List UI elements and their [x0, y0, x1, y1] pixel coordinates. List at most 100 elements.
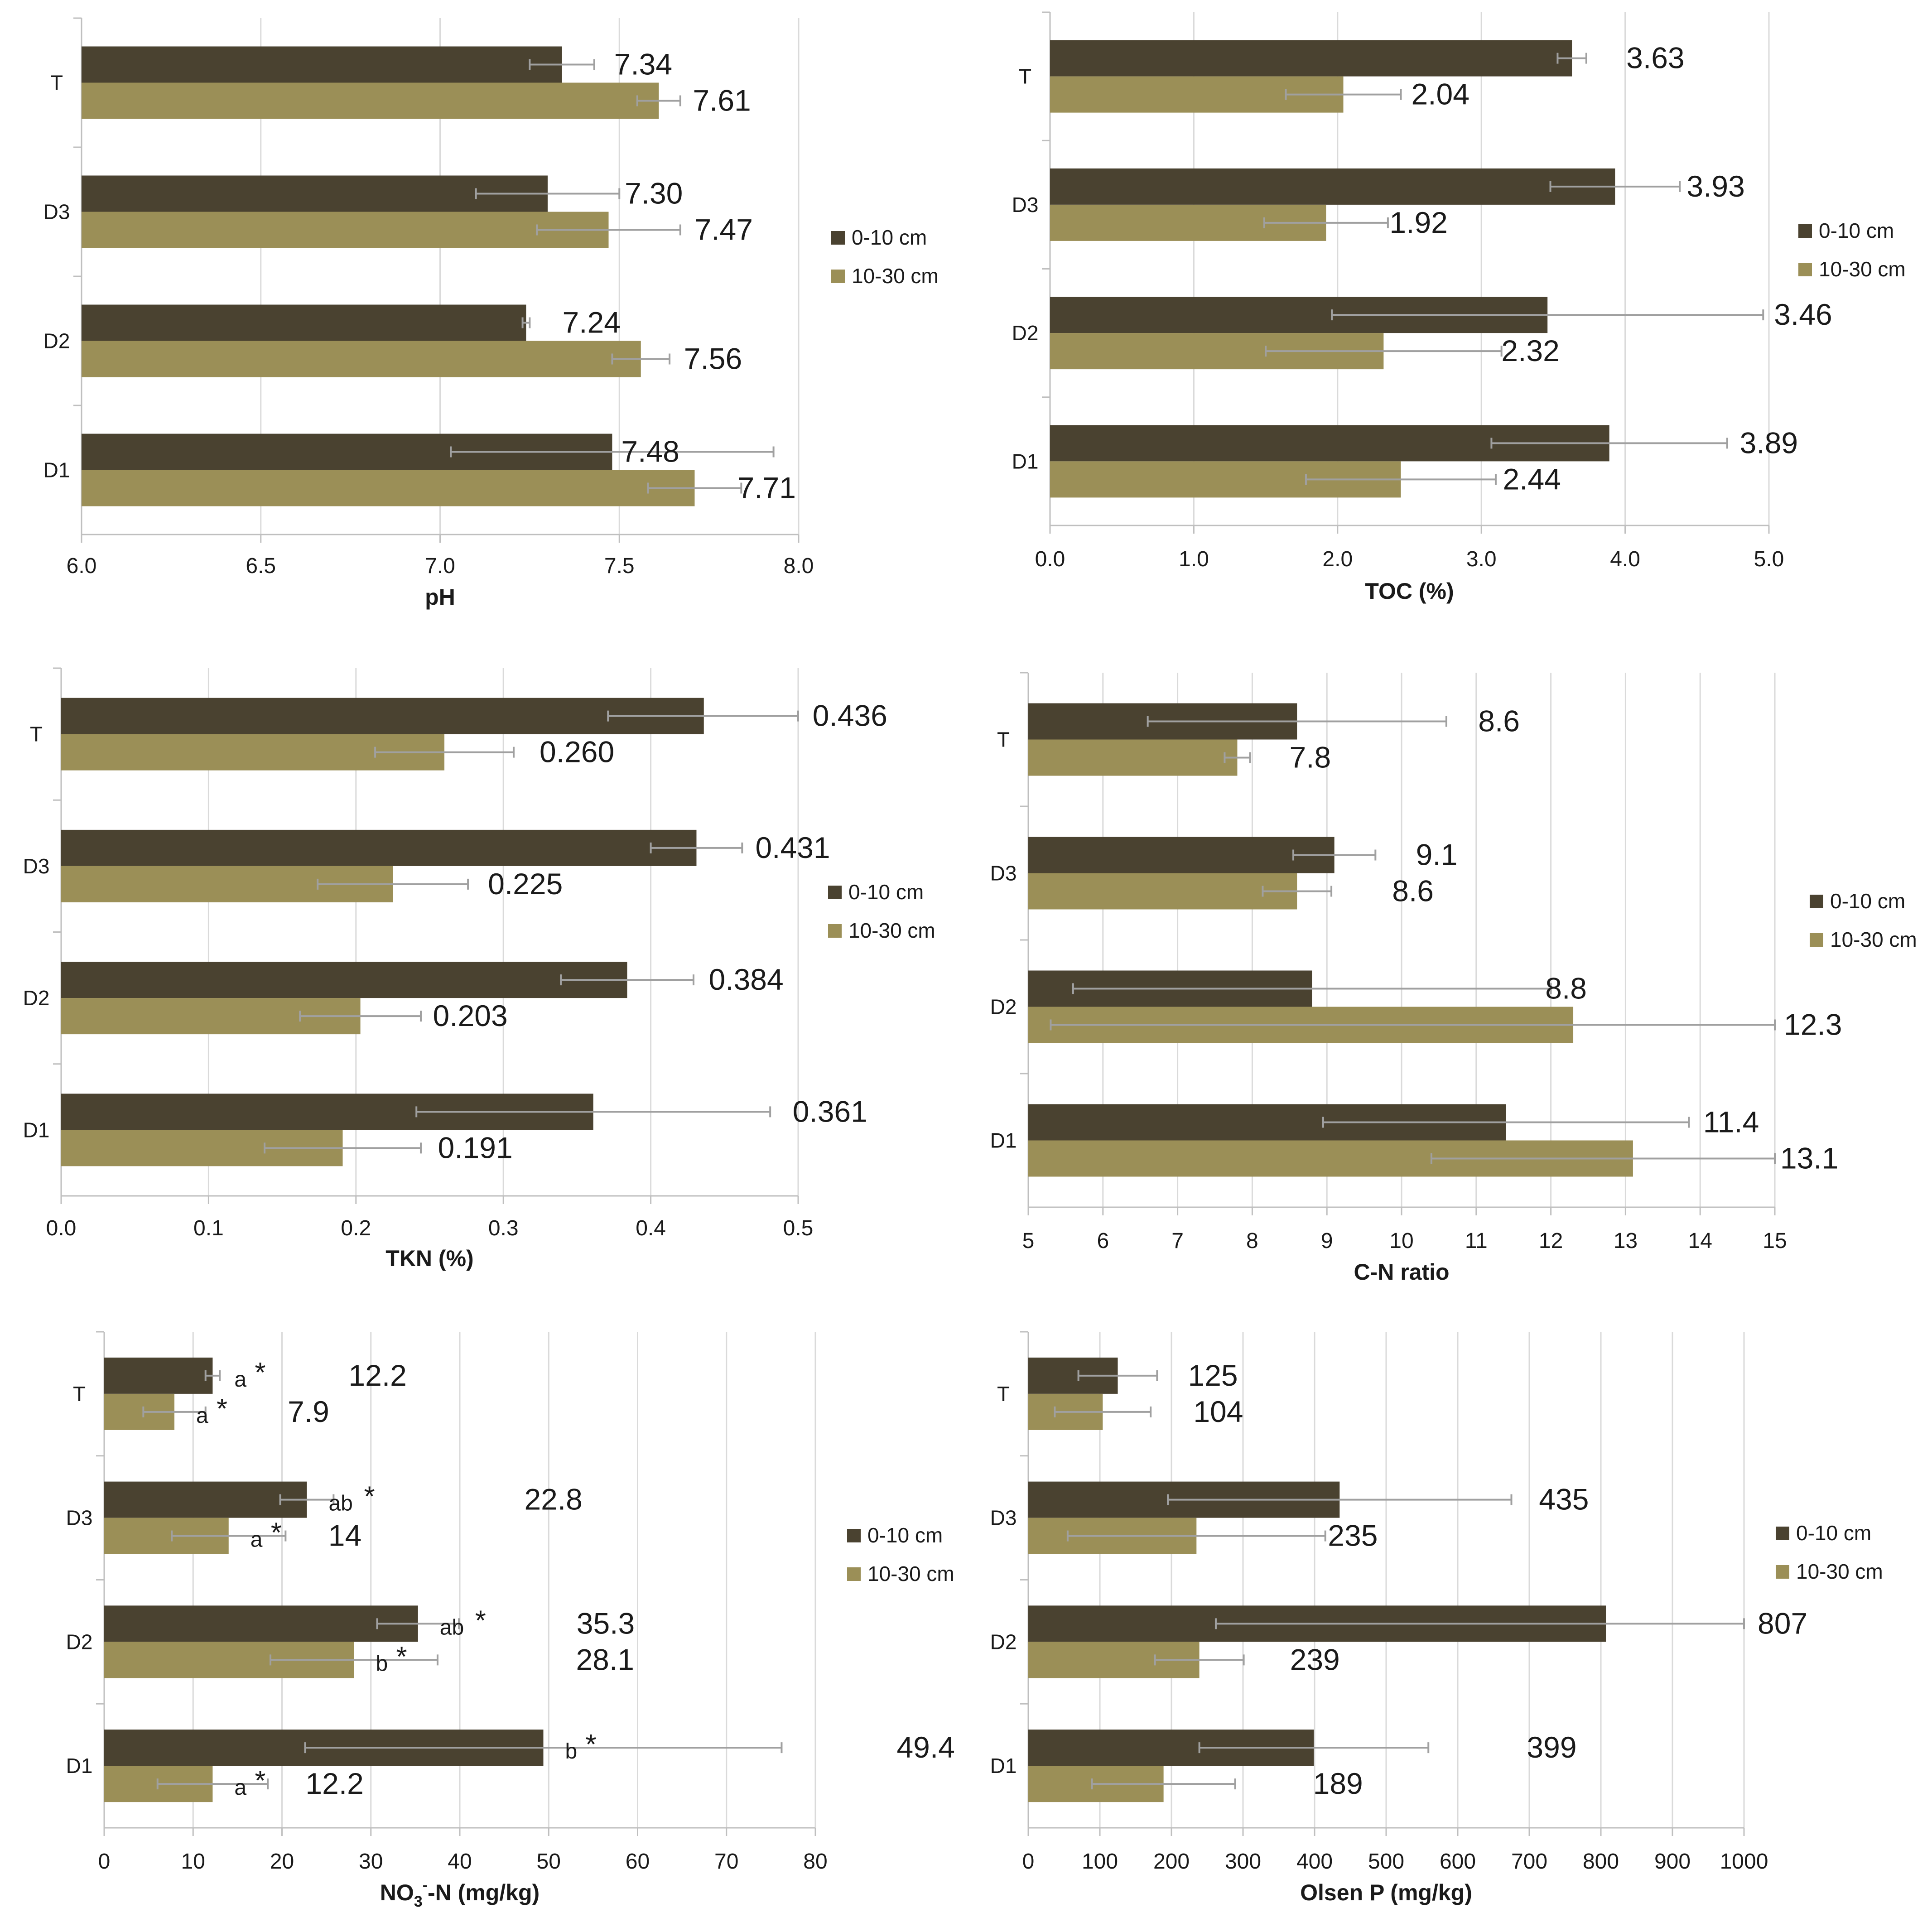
data-label: 0.191 [438, 1131, 513, 1164]
data-label: 3.93 [1686, 169, 1744, 203]
y-tick-label: T [1019, 65, 1031, 88]
data-label: 807 [1758, 1606, 1807, 1640]
x-tick-label: 14 [1688, 1229, 1712, 1253]
significance-letter: a [234, 1368, 246, 1392]
significance-star: * [396, 1641, 407, 1672]
data-label: 28.1 [576, 1643, 634, 1676]
x-tick-label: 7.5 [604, 554, 635, 578]
significance-star: * [364, 1481, 375, 1513]
data-label: 14 [328, 1519, 361, 1552]
x-tick-label: 3.0 [1466, 547, 1497, 571]
significance-letter: ab [440, 1615, 464, 1639]
x-tick-label: 0.0 [46, 1216, 77, 1240]
x-tick-label: 11 [1465, 1229, 1488, 1253]
bar [82, 304, 526, 341]
significance-star: * [585, 1729, 596, 1760]
bar [1028, 739, 1238, 776]
x-tick-label: 8.0 [784, 554, 814, 578]
x-tick-label: 400 [1296, 1850, 1333, 1874]
y-tick-label: D3 [990, 862, 1017, 885]
data-label: 12.2 [348, 1359, 406, 1392]
y-tick-label: T [50, 71, 63, 95]
x-tick-label: 1.0 [1179, 547, 1209, 571]
legend-swatch-10-30 [847, 1567, 861, 1581]
data-label: 35.3 [577, 1606, 635, 1640]
x-tick-label: 100 [1082, 1850, 1118, 1874]
bar [82, 175, 548, 212]
significance-star: * [475, 1605, 486, 1636]
x-tick-label: 9 [1321, 1229, 1333, 1253]
x-tick-label: 70 [714, 1850, 738, 1874]
legend-label-0-10: 0-10 cm [867, 1523, 943, 1547]
x-tick-label: 0 [98, 1850, 111, 1874]
x-axis-title: NO3--N (mg/kg) [380, 1877, 540, 1908]
significance-letter: b [376, 1652, 388, 1676]
data-label: 0.431 [755, 831, 830, 864]
x-tick-label: 60 [626, 1850, 650, 1874]
y-tick-label: D1 [43, 458, 70, 482]
data-label: 7.9 [288, 1395, 329, 1428]
x-tick-label: 0.4 [636, 1216, 666, 1240]
data-label: 8.8 [1545, 972, 1587, 1005]
x-tick-label: 800 [1583, 1850, 1619, 1874]
bar [82, 82, 659, 119]
legend-swatch-10-30 [1776, 1565, 1789, 1579]
legend-label-0-10: 0-10 cm [852, 226, 927, 249]
legend-label-10-30: 10-30 cm [867, 1562, 954, 1585]
x-tick-label: 30 [359, 1850, 383, 1874]
data-label: 0.225 [488, 867, 563, 901]
chart-panel-6: 0 100 200 300 400 500 600 700 800 900 1000 Olsen P … [990, 1331, 1883, 1905]
legend-label-10-30: 10-30 cm [848, 919, 935, 942]
x-tick-label: 50 [537, 1850, 561, 1874]
x-tick-label: 13 [1614, 1229, 1638, 1253]
y-tick-label: D1 [1012, 449, 1039, 473]
data-label: 235 [1328, 1519, 1378, 1552]
y-tick-label: T [30, 723, 43, 746]
x-tick-label: 500 [1368, 1850, 1404, 1874]
data-label: 22.8 [524, 1483, 582, 1516]
data-label: 7.48 [621, 435, 679, 468]
x-tick-label: 0.3 [488, 1216, 519, 1240]
data-label: 8.6 [1392, 874, 1434, 908]
y-tick-label: D2 [1012, 321, 1039, 345]
y-tick-label: T [997, 728, 1010, 752]
y-tick-label: D1 [990, 1754, 1017, 1778]
chart-panel-4: 5 6 7 8 9 10 11 12 13 14 15C-N ratioT8.67.8D39.18.… [990, 672, 1917, 1285]
x-tick-label: 15 [1763, 1229, 1787, 1253]
data-label: 7.30 [625, 177, 683, 210]
data-label: 435 [1539, 1483, 1589, 1516]
bar [61, 698, 704, 734]
chart-panel-1: 6.0 6.5 7.0 7.5 8.0 pH T 7.34 7.61 D3 7.30 7.47 D2 7.… [43, 17, 939, 610]
x-tick-label: 0.0 [1035, 547, 1065, 571]
data-label: 7.47 [695, 213, 753, 246]
x-tick-label: 10 [181, 1850, 205, 1874]
x-tick-label: 0 [1022, 1850, 1035, 1874]
y-tick-label: T [997, 1382, 1010, 1406]
data-label: 8.6 [1478, 704, 1520, 738]
legend-swatch-0-10 [847, 1529, 861, 1542]
bar [61, 962, 627, 998]
x-tick-label: 700 [1511, 1850, 1547, 1874]
legend: 0-10 cm 10-30 cm [828, 880, 935, 942]
x-tick-label: 6.0 [67, 554, 97, 578]
legend-label-10-30: 10-30 cm [1796, 1560, 1883, 1583]
significance-star: * [255, 1765, 265, 1797]
legend-label-0-10: 0-10 cm [1796, 1521, 1871, 1545]
data-label: 7.56 [684, 342, 742, 376]
x-tick-label: 5 [1022, 1229, 1035, 1253]
x-tick-label: 12 [1539, 1229, 1563, 1253]
bar [104, 1357, 213, 1394]
y-tick-label: D3 [990, 1506, 1017, 1530]
legend-label-10-30: 10-30 cm [852, 264, 939, 288]
y-tick-label: D3 [1012, 193, 1039, 217]
x-tick-label: 7.0 [425, 554, 455, 578]
y-tick-label: D2 [990, 1630, 1017, 1653]
bar [104, 1605, 418, 1642]
data-label: 11.4 [1703, 1105, 1759, 1139]
legend-swatch-0-10 [1776, 1527, 1789, 1540]
x-tick-label: 600 [1440, 1850, 1476, 1874]
legend-swatch-10-30 [828, 924, 842, 938]
data-label: 13.1 [1780, 1142, 1838, 1175]
y-tick-label: D2 [66, 1630, 93, 1653]
